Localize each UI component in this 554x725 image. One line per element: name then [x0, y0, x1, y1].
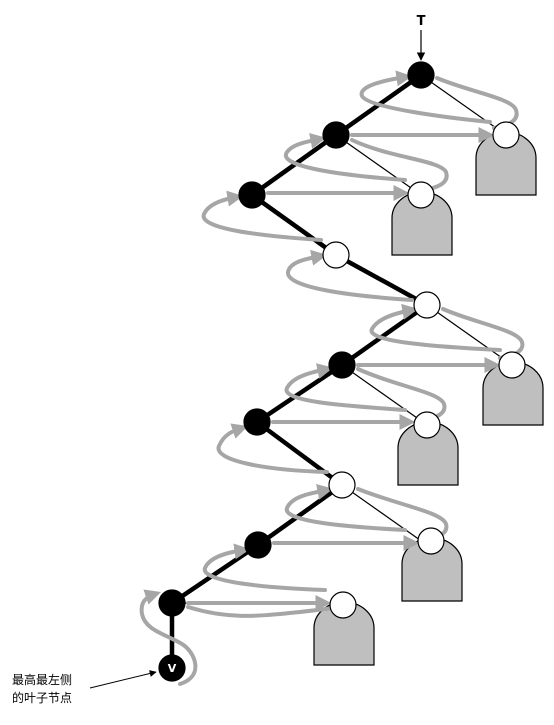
nodes [159, 62, 525, 681]
spine-node-8 [329, 472, 355, 498]
right-child-3 [499, 352, 525, 378]
spine-node-3 [239, 182, 265, 208]
spine-node-7 [244, 409, 270, 435]
right-child-4 [414, 412, 440, 438]
leaf-label: V [168, 662, 177, 675]
spine-node-9 [245, 532, 271, 558]
right-child-6 [330, 592, 356, 618]
spine-node-6 [329, 352, 355, 378]
spine-node-5 [414, 292, 440, 318]
root-label: T [417, 14, 426, 29]
spine-node-10 [159, 590, 185, 616]
right-child-2 [408, 182, 434, 208]
spine-node-2 [323, 122, 349, 148]
spine-node-1 [408, 62, 434, 88]
subtrees [314, 132, 543, 665]
spine-node-4 [323, 242, 349, 268]
right-child-5 [418, 528, 444, 554]
caption-line-1: 最高最左侧 [12, 671, 102, 689]
caption-line-2: 的叶子节点 [12, 689, 102, 707]
right-child-1 [493, 122, 519, 148]
caption: 最高最左侧 的叶子节点 [12, 671, 102, 707]
